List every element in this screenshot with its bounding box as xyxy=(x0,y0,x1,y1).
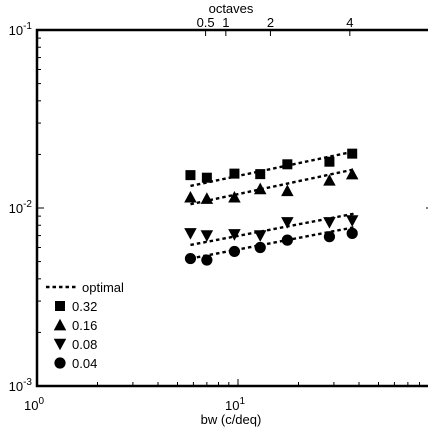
marker-circle xyxy=(201,254,213,266)
x-tick-exponent: 1 xyxy=(239,396,245,407)
marker-triangle-up xyxy=(184,190,197,203)
marker-triangle-down xyxy=(184,228,197,240)
marker-circle xyxy=(281,234,293,246)
top-tick-label: 4 xyxy=(346,15,353,30)
top-tick-label: 0.5 xyxy=(197,15,215,30)
top-tick-label: 1 xyxy=(222,15,229,30)
marker-triangle-down xyxy=(345,215,359,227)
marker-triangle-down xyxy=(228,229,241,241)
y-tick-exponent: -1 xyxy=(23,21,32,32)
marker-triangle-up xyxy=(228,190,241,203)
marker-square xyxy=(282,159,293,170)
marker-square xyxy=(229,168,240,179)
y-tick-base: 10 xyxy=(9,23,23,38)
marker-square xyxy=(255,169,266,180)
y-tick-exponent: -3 xyxy=(23,377,32,388)
marker-triangle-down xyxy=(323,217,336,229)
marker-square xyxy=(324,156,335,167)
marker-circle xyxy=(346,227,358,239)
legend: optimal 0.32 0.16 0.08 0.04 xyxy=(46,280,124,371)
legend-label: optimal xyxy=(82,280,124,295)
x-tick-label: 101 xyxy=(225,396,245,413)
marker-triangle-down xyxy=(281,217,294,229)
legend-label: 0.16 xyxy=(72,318,97,333)
plot-frame xyxy=(35,28,428,388)
marker-square xyxy=(201,172,212,183)
y-tick-base: 10 xyxy=(9,379,23,394)
marker-triangle-down xyxy=(200,230,214,242)
marker-triangle-up xyxy=(53,318,67,331)
marker-triangle-up xyxy=(323,174,336,186)
x-tick-label: 100 xyxy=(24,396,44,413)
marker-square xyxy=(347,148,358,159)
x-tick-base: 10 xyxy=(24,398,38,413)
marker-circle xyxy=(254,241,266,254)
y-tick-labels: 10-310-210-1 xyxy=(9,21,33,394)
marker-triangle-up xyxy=(253,182,267,195)
data-markers xyxy=(184,148,359,266)
marker-circle xyxy=(228,245,241,258)
marker-triangle-up xyxy=(200,192,214,204)
legend-label: 0.04 xyxy=(72,356,97,371)
marker-circle xyxy=(323,231,336,243)
marker-triangle-down xyxy=(253,230,267,242)
x-tick-labels: 100 101 xyxy=(24,396,245,413)
y-tick-label: 10-2 xyxy=(9,199,33,216)
marker-square xyxy=(185,170,196,181)
legend-label: 0.32 xyxy=(72,299,97,314)
x-tick-base: 10 xyxy=(225,398,239,413)
y-tick-exponent: -2 xyxy=(23,199,32,210)
y-tick-label: 10-1 xyxy=(9,21,33,38)
legend-label: 0.08 xyxy=(72,337,97,352)
x-axis-label: bw (c/deq) xyxy=(201,412,262,427)
marker-circle xyxy=(184,252,197,265)
marker-triangle-up xyxy=(281,184,294,197)
marker-triangle-down xyxy=(53,338,67,351)
marker-circle xyxy=(54,357,66,369)
x-tick-exponent: 0 xyxy=(38,396,44,407)
top-axis-label: octaves xyxy=(209,1,254,16)
marker-square xyxy=(55,301,65,311)
top-tick-labels: 0.5 1 2 4 xyxy=(197,15,354,30)
marker-triangle-up xyxy=(345,167,359,180)
top-tick-label: 2 xyxy=(267,15,274,30)
optimal-fit-line xyxy=(190,168,355,206)
y-tick-label: 10-3 xyxy=(9,377,33,394)
y-tick-base: 10 xyxy=(9,201,23,216)
fit-lines xyxy=(190,150,355,260)
